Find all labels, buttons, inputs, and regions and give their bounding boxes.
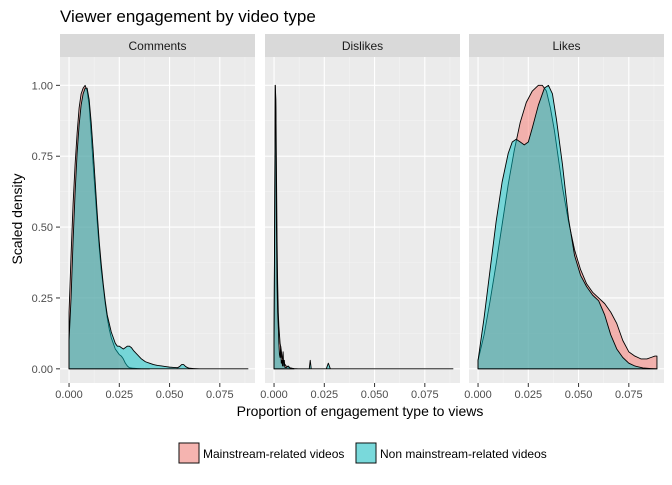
facet-strip-label: Dislikes: [342, 39, 383, 53]
x-tick-label: 0.025: [515, 389, 543, 401]
x-tick-label: 0.050: [565, 389, 593, 401]
x-tick-label: 0.025: [311, 389, 339, 401]
facet-strip: [265, 34, 460, 57]
density-area-non-mainstream: [68, 87, 249, 370]
legend-label: Mainstream-related videos: [203, 447, 344, 461]
x-tick-label: 0.050: [156, 389, 184, 401]
x-tick-label: 0.075: [615, 389, 643, 401]
y-tick-label: 0.00: [32, 364, 53, 376]
x-tick-label: 0.025: [106, 389, 134, 401]
density-area-non-mainstream: [477, 84, 658, 370]
facet-strip: [60, 34, 255, 57]
y-tick-label: 0.50: [32, 222, 53, 234]
x-tick-label: 0.075: [206, 389, 234, 401]
y-tick-label: 0.75: [32, 151, 53, 163]
legend: Mainstream-related videos Non mainstream-…: [178, 442, 547, 464]
legend-swatch: [178, 442, 200, 464]
x-tick-label: 0.075: [411, 389, 439, 401]
x-tick-label: 0.000: [55, 389, 83, 401]
panel-background: [265, 57, 460, 383]
y-tick-label: 1.00: [32, 80, 53, 92]
density-area-non-mainstream: [273, 84, 454, 370]
x-tick-label: 0.000: [260, 389, 288, 401]
facet-panel-likes: Likes 0.000 0.025 0.050 0.075: [464, 34, 664, 401]
y-tick-label: 0.25: [32, 293, 53, 305]
facet-panels: Comments 0.000 0.025 0.050 0.075 0.00 0.25 0.50…: [32, 34, 664, 401]
chart-title: Viewer engagement by video type: [60, 7, 316, 26]
facet-strip-label: Comments: [128, 39, 186, 53]
x-tick-label: 0.050: [361, 389, 389, 401]
y-axis-title: Scaled density: [9, 173, 25, 264]
facet-panel-dislikes: Dislikes 0.000 0.025 0.050 0.075: [260, 34, 460, 401]
facet-strip: [469, 34, 664, 57]
facet-panel-comments: Comments 0.000 0.025 0.050 0.075 0.00 0.25 0.50…: [32, 34, 255, 401]
x-tick-label: 0.000: [464, 389, 492, 401]
x-axis-title: Proportion of engagement type to views: [237, 403, 484, 419]
facet-strip-label: Likes: [552, 39, 580, 53]
legend-item-mainstream: Mainstream-related videos: [178, 442, 344, 464]
legend-item-non-mainstream: Non mainstream-related videos: [355, 442, 547, 464]
legend-swatch: [355, 442, 377, 464]
legend-label: Non mainstream-related videos: [380, 447, 547, 461]
